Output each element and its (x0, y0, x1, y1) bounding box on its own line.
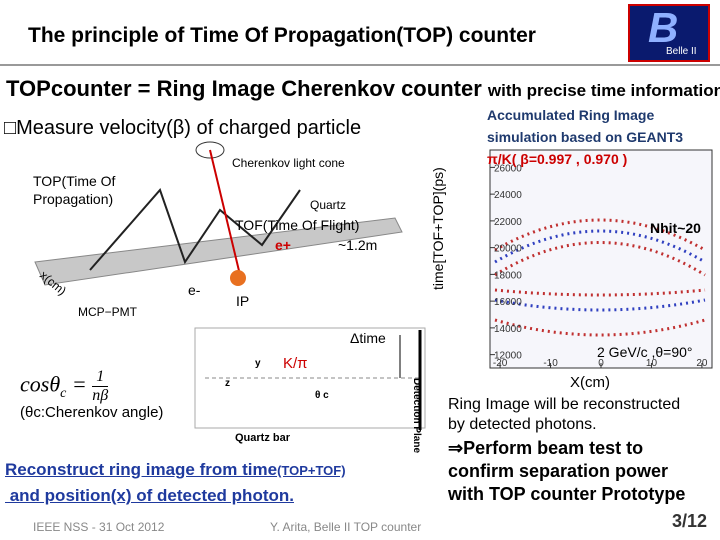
x-tick-label: 0 (598, 358, 604, 369)
x-tick-label: -10 (543, 358, 558, 369)
logo: B Belle II (628, 4, 710, 62)
bottom-text: Reconstruct ring image from time(TOP+TOF… (5, 460, 346, 480)
label: TOP(Time Of (33, 173, 116, 189)
label: e- (188, 282, 201, 298)
formula-part: c (60, 385, 67, 401)
formula-part: = (71, 371, 87, 397)
plot-note: Nhit~20 (650, 220, 701, 236)
y-tick-label: 22000 (494, 217, 522, 228)
label: MCP−PMT (78, 305, 138, 319)
text: confirm separation power (448, 461, 669, 481)
formula-part: nβ (92, 387, 109, 404)
formula-part: 1 (92, 368, 109, 387)
label: Δtime (350, 330, 386, 346)
y-tick-label: 14000 (494, 324, 522, 335)
bottom-text: and position(x) of detected photon. (5, 486, 294, 505)
formula-note: (θc:Cherenkov angle) (20, 404, 164, 421)
text: by detected photons. (448, 416, 597, 433)
x-tick-label: 20 (696, 358, 708, 369)
ip-marker (230, 270, 246, 286)
y-tick-label: 24000 (494, 190, 522, 201)
plot-title-line: π/K( β=0.997 , 0.970 ) (487, 151, 628, 167)
y-tick-label: 18000 (494, 270, 522, 281)
label: e+ (275, 237, 291, 253)
formula-part: cosθ (20, 371, 61, 397)
footer-event: IEEE NSS - 31 Oct 2012 (33, 520, 165, 534)
logo-text: Belle II (666, 46, 697, 57)
slide-title: The principle of Time Of Propagation(TOP… (28, 24, 536, 47)
text: ⇒Perform beam test to (448, 438, 644, 458)
text: Ring Image will be reconstructed (448, 396, 681, 413)
photon-path (89, 188, 301, 271)
title-rule (0, 64, 720, 66)
page-number: 3/12 (672, 511, 708, 531)
label: y (255, 358, 261, 369)
bullet: □Measure velocity(β) of charged particle (4, 117, 362, 139)
headline-suffix: with precise time information (487, 81, 720, 100)
quartz-bar (34, 217, 403, 286)
y-tick-label: 16000 (494, 297, 522, 308)
label: ~1.2m (338, 237, 378, 253)
text: (TOP+TOF) (277, 463, 346, 478)
label: TOF(Time Of Flight) (235, 217, 360, 233)
x-axis-label: X(cm) (570, 374, 610, 391)
y-tick-label: 26000 (494, 163, 522, 174)
label: K/π (283, 355, 308, 372)
y-tick-label: 20000 (494, 244, 522, 255)
label: Quartz (310, 198, 347, 212)
headline: TOPcounter = Ring Image Cherenkov counte… (6, 76, 720, 102)
label: Quartz bar (235, 432, 291, 444)
cone (195, 141, 225, 159)
label: IP (236, 293, 250, 309)
y-tick-label: 12000 (494, 351, 522, 362)
label: θ c (315, 390, 329, 401)
text: Reconstruct ring image from time (5, 460, 278, 479)
plot-title-line: simulation based on GEANT3 (487, 129, 684, 145)
label: Detection Plane (411, 378, 422, 454)
plot-frame (489, 149, 713, 369)
x-tick-label: 10 (646, 358, 658, 369)
label: z (225, 378, 230, 389)
track (209, 149, 241, 276)
plot-title: Accumulated Ring Image simulation based o… (487, 104, 683, 170)
headline-main: TOPcounter = Ring Image Cherenkov counte… (6, 76, 482, 101)
label: Propagation) (33, 191, 114, 207)
y-axis-label: time[TOF+TOP](ps) (430, 167, 446, 290)
formula: cosθc = 1 nβ (20, 368, 109, 405)
x-tick-label: -20 (493, 358, 508, 369)
label: Cherenkov light cone (232, 156, 345, 170)
plot-note: 2 GeV/c ,θ=90° (597, 344, 693, 360)
plot-title-line: Accumulated Ring Image (487, 107, 655, 123)
text: with TOP counter Prototype (448, 484, 686, 504)
footer-author: Y. Arita, Belle II TOP counter (270, 520, 422, 534)
